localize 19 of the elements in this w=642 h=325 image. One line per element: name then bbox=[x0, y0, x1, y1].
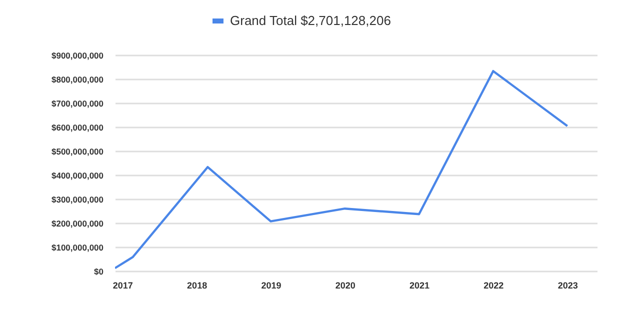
x-tick-label: 2020 bbox=[335, 280, 356, 290]
y-tick-label: $0 bbox=[94, 266, 104, 276]
y-tick-label: $200,000,000 bbox=[52, 218, 104, 228]
line-series bbox=[115, 70, 568, 270]
x-tick-label: 2018 bbox=[187, 280, 208, 290]
x-tick-label: 2022 bbox=[484, 280, 504, 290]
y-tick-label: $300,000,000 bbox=[52, 194, 104, 204]
y-tick-label: $500,000,000 bbox=[52, 146, 104, 156]
x-tick-label: 2017 bbox=[112, 280, 133, 290]
y-tick-label: $800,000,000 bbox=[52, 74, 104, 84]
y-tick-label: $600,000,000 bbox=[52, 122, 104, 132]
y-tick-label: $700,000,000 bbox=[52, 98, 104, 108]
x-tick-label: 2019 bbox=[261, 280, 282, 290]
y-tick-label: $400,000,000 bbox=[52, 170, 104, 180]
y-tick-label: $100,000,000 bbox=[52, 242, 104, 252]
y-tick-label: $900,000,000 bbox=[52, 50, 104, 60]
x-tick-label: 2021 bbox=[410, 280, 430, 290]
x-tick-label: 2023 bbox=[558, 280, 578, 290]
legend-label: Grand Total $2,701,128,206 bbox=[230, 13, 391, 28]
